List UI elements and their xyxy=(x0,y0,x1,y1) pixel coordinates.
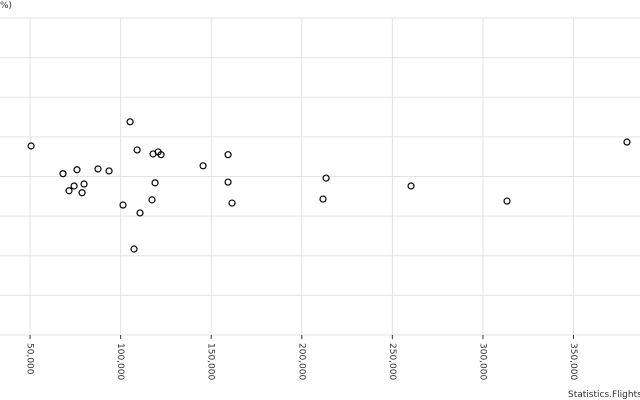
data-point xyxy=(322,174,330,182)
data-point xyxy=(78,189,86,197)
data-point xyxy=(105,167,113,175)
x-axis-label: Statistics.Flights xyxy=(568,390,640,400)
data-point xyxy=(623,138,631,146)
data-point xyxy=(70,182,78,190)
x-tick-label: 350,000 xyxy=(568,343,578,380)
data-point xyxy=(157,151,165,159)
x-tick-label: 250,000 xyxy=(387,343,397,380)
data-point xyxy=(224,151,232,159)
data-point xyxy=(59,170,67,178)
data-point xyxy=(126,118,134,126)
data-point xyxy=(73,166,81,174)
data-point xyxy=(80,180,88,188)
chart-title: %) xyxy=(0,1,12,11)
data-point xyxy=(133,146,141,154)
data-point xyxy=(503,197,511,205)
data-point xyxy=(136,209,144,217)
data-point xyxy=(130,245,138,253)
x-tick-label: 300,000 xyxy=(477,343,487,380)
data-point xyxy=(228,199,236,207)
x-tick-label: 200,000 xyxy=(296,343,306,380)
data-point xyxy=(224,178,232,186)
data-point xyxy=(27,142,35,150)
data-point xyxy=(151,179,159,187)
data-point xyxy=(319,195,327,203)
data-point xyxy=(407,182,415,190)
data-point xyxy=(94,165,102,173)
data-point xyxy=(199,162,207,170)
data-point xyxy=(65,187,73,195)
data-point xyxy=(148,196,156,204)
x-tick-label: 100,000 xyxy=(115,343,125,380)
x-tick-label: 150,000 xyxy=(206,343,216,380)
x-tick-label: 50,000 xyxy=(25,343,35,375)
data-point xyxy=(119,201,127,209)
